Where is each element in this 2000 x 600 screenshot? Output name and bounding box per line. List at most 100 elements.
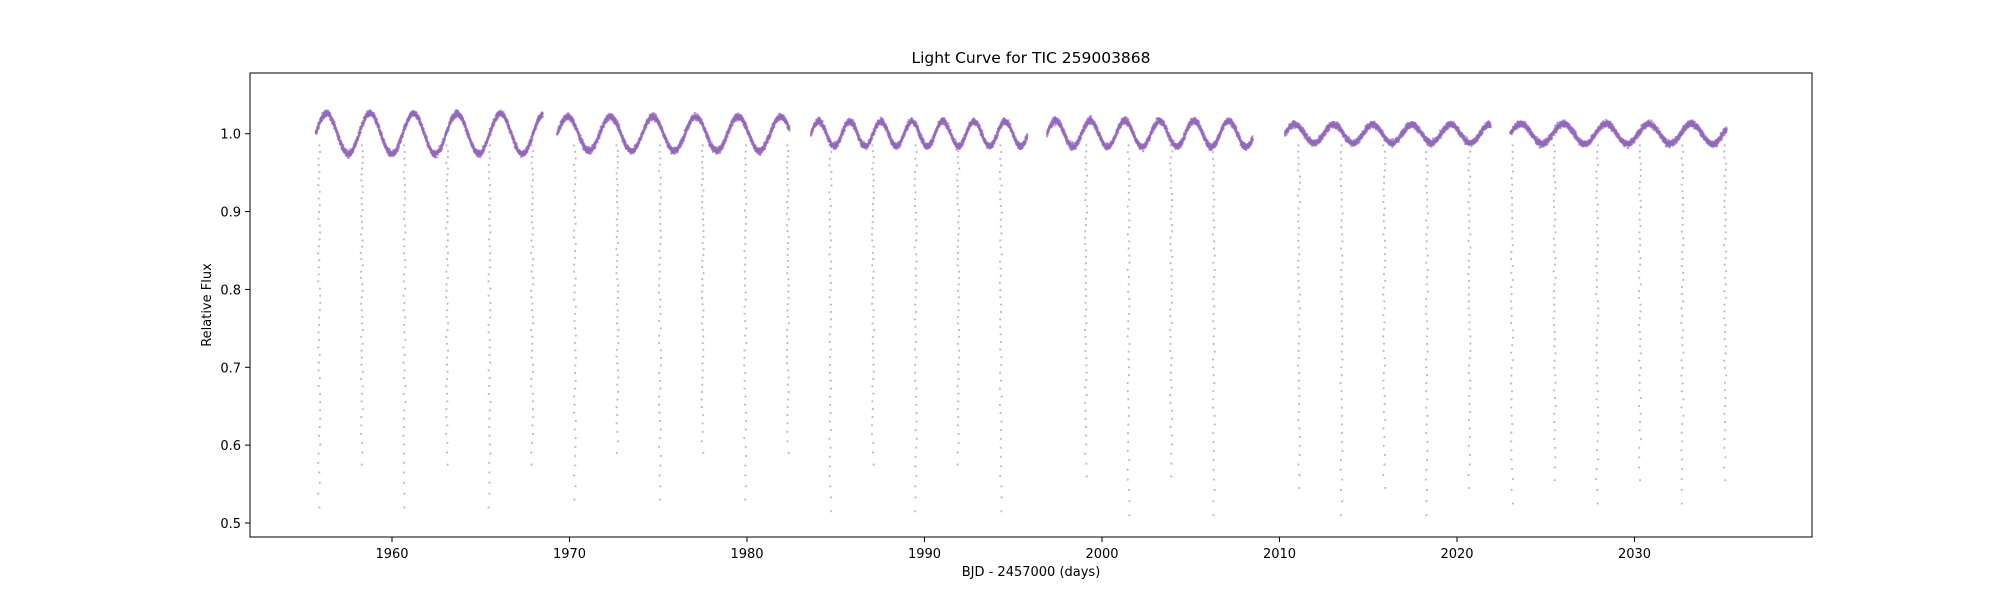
eclipse-point — [360, 322, 364, 325]
flux-point — [721, 146, 725, 149]
flux-point — [315, 130, 319, 134]
eclipse-point — [404, 197, 407, 200]
eclipse-point — [530, 463, 533, 466]
eclipse-point — [530, 385, 533, 388]
flux-point — [388, 149, 391, 152]
eclipse-point — [531, 302, 534, 305]
eclipse-point — [360, 335, 363, 338]
flux-point — [656, 116, 659, 119]
eclipse-point — [403, 177, 406, 180]
eclipse-point — [489, 287, 492, 290]
eclipse-point — [360, 173, 363, 176]
eclipse-point — [487, 164, 490, 167]
flux-point — [355, 142, 358, 145]
flux-point — [688, 126, 691, 129]
flux-point — [427, 141, 430, 144]
eclipse-point — [317, 197, 320, 200]
flux-point — [337, 132, 340, 135]
flux-point — [600, 129, 604, 132]
flux-point — [398, 144, 401, 147]
eclipse-point — [446, 251, 450, 254]
flux-point — [419, 118, 422, 121]
eclipse-point — [446, 377, 449, 380]
eclipse-point — [446, 392, 449, 395]
eclipse-point — [530, 441, 534, 444]
eclipse-point — [360, 463, 363, 466]
eclipse-point — [487, 392, 490, 396]
eclipse-point — [402, 280, 405, 283]
eclipse-point — [403, 409, 406, 412]
eclipse-point — [532, 283, 535, 286]
flux-point — [426, 136, 429, 139]
eclipse-point — [488, 384, 491, 388]
eclipse-point — [445, 296, 448, 299]
flux-point — [333, 120, 336, 124]
eclipse-point — [532, 322, 535, 325]
eclipse-point — [531, 245, 535, 248]
data-points — [314, 109, 1728, 517]
eclipse-point — [318, 409, 322, 412]
eclipse-point — [318, 377, 321, 380]
eclipse-point — [488, 170, 491, 173]
eclipse-point — [402, 309, 405, 312]
eclipse-point — [403, 190, 406, 193]
eclipse-point — [361, 209, 364, 212]
eclipse-point — [317, 434, 321, 437]
eclipse-point — [447, 349, 450, 352]
flux-point — [485, 144, 488, 147]
eclipse-point — [446, 370, 449, 373]
eclipse-point — [488, 190, 491, 193]
eclipse-point — [359, 276, 363, 280]
eclipse-point — [404, 259, 407, 262]
eclipse-point — [532, 370, 535, 373]
eclipse-point — [489, 210, 492, 214]
eclipse-point — [360, 221, 364, 224]
eclipse-point — [531, 315, 535, 318]
eclipse-point — [531, 191, 534, 194]
flux-point — [579, 134, 582, 137]
flux-point — [638, 142, 641, 145]
eclipse-point — [361, 239, 364, 242]
eclipse-point — [317, 184, 320, 187]
eclipse-point — [318, 144, 321, 147]
eclipse-point — [404, 231, 407, 234]
flux-point — [710, 141, 713, 144]
eclipse-point — [360, 258, 363, 261]
eclipse-point — [489, 316, 492, 319]
eclipse-point — [403, 184, 407, 187]
flux-point — [318, 127, 321, 130]
flux-point — [464, 121, 467, 125]
eclipse-point — [317, 384, 320, 388]
eclipse-point — [488, 204, 491, 207]
flux-point — [616, 120, 619, 123]
eclipse-point — [531, 197, 535, 200]
eclipse-point — [530, 356, 533, 359]
eclipse-point — [487, 177, 490, 180]
eclipse-point — [361, 315, 364, 318]
eclipse-point — [488, 353, 491, 356]
flux-point — [486, 141, 489, 144]
eclipse-point — [318, 471, 321, 474]
flux-point — [378, 126, 381, 129]
flux-point — [489, 133, 492, 136]
flux-point — [487, 138, 490, 141]
eclipse-point — [318, 392, 322, 396]
eclipse-point — [318, 506, 321, 509]
eclipse-point — [317, 177, 320, 180]
eclipse-point — [402, 481, 405, 484]
eclipse-point — [361, 161, 364, 164]
eclipse-point — [489, 197, 492, 200]
eclipse-point — [361, 185, 364, 188]
eclipse-point — [318, 150, 322, 154]
eclipse-point — [361, 245, 364, 248]
eclipse-point — [487, 294, 490, 297]
eclipse-point — [360, 400, 363, 403]
eclipse-point — [319, 417, 322, 420]
eclipse-point — [446, 264, 449, 267]
eclipse-point — [402, 377, 405, 380]
eclipse-point — [404, 266, 407, 269]
eclipse-point — [489, 401, 492, 404]
eclipse-point — [531, 424, 534, 427]
eclipse-point — [488, 150, 491, 154]
